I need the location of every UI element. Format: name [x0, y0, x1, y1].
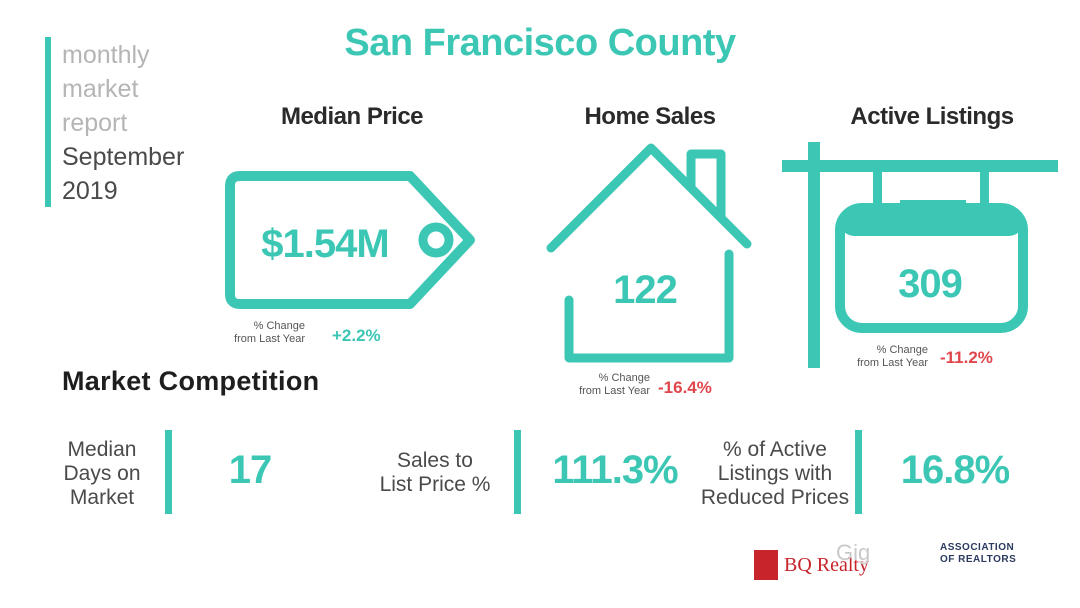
median-days-label: Median Days on Market [52, 438, 152, 510]
active-listings-change-label: % Change from Last Year [828, 344, 928, 370]
report-month: September [62, 143, 185, 171]
report-label-line-2: market [62, 75, 139, 103]
report-label-line-1: monthly [62, 41, 150, 69]
metric-divider [514, 430, 521, 514]
association-line: OF REALTORS [940, 554, 1017, 565]
change-label-line-2: from Last Year [579, 385, 650, 397]
page-title: San Francisco County [344, 22, 736, 64]
watermark: Gig [836, 540, 871, 565]
metric-label-line: Sales to [397, 449, 473, 472]
sales-to-list-label: Sales to List Price % [360, 449, 510, 497]
change-label-line-1: % Change [253, 320, 305, 332]
sign-post-icon [782, 142, 1058, 368]
report-label: monthly market report September 2019 [62, 38, 184, 208]
report-year: 2019 [62, 177, 118, 205]
association-logo: ASSOCIATION OF REALTORS [940, 542, 1016, 566]
median-price-change-label: % Change from Last Year [205, 320, 305, 346]
metric-divider [165, 430, 172, 514]
metric-divider [855, 430, 862, 514]
change-label-line-2: from Last Year [857, 357, 928, 369]
change-label-line-1: % Change [876, 344, 928, 356]
median-price-heading: Median Price [280, 103, 424, 130]
change-label-line-1: % Change [598, 372, 650, 384]
reduced-prices-label: % of Active Listings with Reduced Prices [700, 438, 850, 510]
sales-to-list-value: 111.3% [552, 448, 678, 492]
home-sales-change-label: % Change from Last Year [550, 372, 650, 398]
report-label-line-3: report [62, 109, 128, 137]
metric-label-line: Median [67, 438, 137, 461]
market-competition-heading: Market Competition [62, 366, 320, 396]
bq-realty-logo-icon [754, 550, 778, 580]
home-sales-value: 122 [613, 268, 678, 312]
metric-label-line: Days on [63, 462, 141, 485]
change-label-line-2: from Last Year [234, 333, 305, 345]
median-days-value: 17 [228, 448, 273, 492]
bq-realty-name: BQ Realty [784, 554, 869, 576]
metric-label-line: % of Active [723, 438, 827, 461]
metric-label-line: Reduced Prices [700, 486, 850, 509]
house-icon [546, 143, 752, 363]
median-price-change-value: +2.2% [332, 326, 381, 345]
association-line: ASSOCIATION [940, 542, 1015, 553]
home-sales-heading: Home Sales [584, 103, 716, 130]
sidebar-accent-bar [45, 37, 51, 207]
metric-label-line: List Price % [379, 473, 491, 496]
reduced-prices-value: 16.8% [900, 448, 1010, 492]
home-sales-change-value: -16.4% [658, 378, 712, 397]
median-price-value: $1.54M [261, 222, 389, 266]
metric-label-line: Listings with [717, 462, 833, 485]
metric-label-line: Market [69, 486, 135, 509]
price-tag-icon [225, 171, 475, 309]
active-listings-value: 309 [898, 262, 963, 306]
active-listings-change-value: -11.2% [940, 348, 993, 367]
active-listings-heading: Active Listings [850, 103, 1014, 130]
